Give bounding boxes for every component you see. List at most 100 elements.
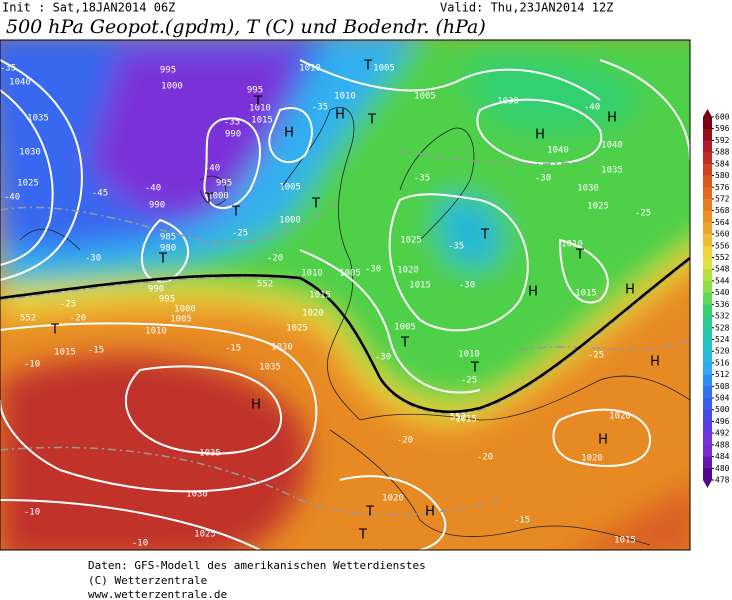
contour-label: -20 bbox=[477, 453, 493, 463]
contour-label: 1040 bbox=[547, 146, 569, 156]
colorbar-tick-label: 584 bbox=[715, 159, 730, 168]
pressure-center-label: T bbox=[480, 228, 489, 243]
pressure-center-label: H bbox=[335, 108, 345, 123]
pressure-center-label: H bbox=[284, 126, 294, 141]
contour-label: 1000 bbox=[161, 82, 183, 92]
contour-label: -35 bbox=[0, 64, 16, 74]
map-title: 500 hPa Geopot.(gpdm), T (C) und Bodendr… bbox=[6, 16, 486, 38]
colorbar-swatch bbox=[703, 304, 712, 317]
pressure-center-label: T bbox=[365, 505, 374, 520]
contour-label: 1015 bbox=[54, 348, 76, 358]
colorbar-tick-label: 528 bbox=[715, 323, 730, 332]
colorbar-swatch bbox=[703, 444, 712, 458]
colorbar-swatch bbox=[703, 374, 712, 387]
contour-label: -30 bbox=[459, 281, 475, 291]
colorbar-swatch bbox=[703, 128, 712, 141]
contour-label: 1040 bbox=[601, 141, 623, 151]
colorbar-tick-label: 504 bbox=[715, 394, 730, 403]
footer-line: www.wetterzentrale.de bbox=[88, 588, 227, 600]
colorbar-swatch bbox=[703, 163, 712, 177]
colorbar-swatch bbox=[703, 327, 712, 340]
contour-label: 995 bbox=[160, 66, 176, 76]
contour-label: 1035 bbox=[27, 114, 49, 124]
colorbar-tick-label: 536 bbox=[715, 300, 730, 309]
colorbar-swatch bbox=[703, 292, 712, 305]
colorbar-swatch bbox=[703, 280, 712, 294]
pressure-center-label: T bbox=[367, 113, 376, 128]
contour-label: -20 bbox=[267, 254, 283, 264]
contour-label: 995 bbox=[247, 86, 263, 96]
colorbar-swatch bbox=[703, 351, 712, 364]
pressure-center-label: H bbox=[625, 283, 635, 298]
contour-label: -25 bbox=[60, 300, 76, 310]
colorbar-tick-label: 478 bbox=[715, 476, 730, 485]
contour-label: 1010 bbox=[301, 269, 323, 279]
colorbar-swatch bbox=[703, 421, 712, 434]
colorbar-tick-label: 572 bbox=[715, 194, 730, 203]
contour-label: 1010 bbox=[249, 104, 271, 114]
contour-label: 1030 bbox=[577, 184, 599, 194]
contour-label: -40 bbox=[584, 103, 600, 113]
colorbar-swatch bbox=[703, 198, 712, 212]
contour-label: 1035 bbox=[259, 363, 281, 373]
contour-label: 1025 bbox=[194, 530, 216, 540]
contour-label: 1015 bbox=[251, 116, 273, 126]
pressure-center-label: H bbox=[607, 111, 617, 126]
footer-line: (C) Wetterzentrale bbox=[88, 574, 207, 587]
contour-label: 1020 bbox=[302, 309, 324, 319]
contour-label: 1030 bbox=[497, 97, 519, 107]
contour-label: -30 bbox=[535, 174, 551, 184]
pressure-center-label: T bbox=[358, 528, 367, 543]
contour-label: -10 bbox=[132, 539, 148, 549]
colorbar-swatch bbox=[703, 316, 712, 329]
colorbar-tick-label: 484 bbox=[715, 452, 730, 461]
colorbar-tick-label: 560 bbox=[715, 230, 730, 239]
contour-label: 1005 bbox=[170, 315, 192, 325]
contour-label: 1030 bbox=[186, 490, 208, 500]
contour-label: 1020 bbox=[609, 412, 631, 422]
pressure-center-label: T bbox=[158, 252, 167, 267]
colorbar-tick-label: 592 bbox=[715, 136, 730, 145]
contour-label: -25 bbox=[635, 209, 651, 219]
contour-label: -40 bbox=[204, 164, 220, 174]
contour-label: 552 bbox=[20, 314, 36, 324]
contour-label: -10 bbox=[24, 508, 40, 518]
colorbar-swatch bbox=[703, 175, 712, 188]
contour-label: 1035 bbox=[199, 449, 221, 459]
contour-label: 990 bbox=[149, 201, 165, 211]
contour-label: 990 bbox=[225, 130, 241, 140]
colorbar-tick-label: 600 bbox=[715, 113, 730, 122]
colorbar-swatch bbox=[703, 386, 712, 399]
colorbar-tick-label: 524 bbox=[715, 335, 730, 344]
contour-label: 1025 bbox=[587, 202, 609, 212]
contour-label: 1010 bbox=[334, 92, 356, 102]
contour-label: 1000 bbox=[207, 192, 229, 202]
contour-label: -15 bbox=[514, 516, 530, 526]
colorbar-tick-label: 500 bbox=[715, 405, 730, 414]
colorbar-tick-label: 532 bbox=[715, 312, 730, 321]
contour-label: 1010 bbox=[458, 350, 480, 360]
pressure-center-label: H bbox=[425, 505, 435, 520]
contour-label: 552 bbox=[450, 413, 466, 423]
contour-label: -10 bbox=[24, 360, 40, 370]
colorbar-tick-label: 508 bbox=[715, 382, 730, 391]
temperature-lines bbox=[0, 149, 690, 516]
colorbar-swatch bbox=[703, 234, 712, 247]
contour-label: 1020 bbox=[397, 266, 419, 276]
contour-label: 552 bbox=[257, 280, 273, 290]
pressure-center-label: T bbox=[311, 197, 320, 212]
pressure-center-label: T bbox=[470, 361, 479, 376]
contour-label: -30 bbox=[375, 353, 391, 363]
colorbar-swatch bbox=[703, 257, 712, 270]
contour-label: 1015 bbox=[409, 281, 431, 291]
contour-label: -40 bbox=[145, 184, 161, 194]
colorbar-tick-label: 480 bbox=[715, 464, 730, 473]
contour-label: 1025 bbox=[17, 179, 39, 189]
contour-label: 1005 bbox=[394, 323, 416, 333]
contour-label: 1020 bbox=[382, 494, 404, 504]
contour-label: -20 bbox=[397, 436, 413, 446]
colorbar-swatch bbox=[703, 222, 712, 235]
colorbar-swatch bbox=[703, 210, 712, 223]
